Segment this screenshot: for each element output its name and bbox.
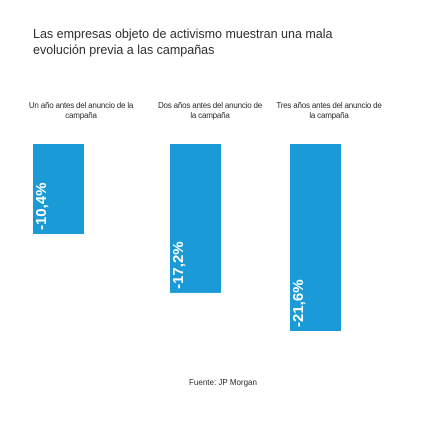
- bar-0: [33, 144, 84, 235]
- category-label-0: Un año antes del anuncio de la campaña: [28, 101, 134, 120]
- category-label-2: Tres años antes del anuncio de la campañ…: [276, 101, 382, 120]
- bar-value-label-0: -10,4%: [33, 183, 50, 231]
- source-note: Fuente: JP Morgan: [189, 378, 257, 387]
- bar-value-label-2: -21,6%: [290, 279, 307, 327]
- bar-value-label-1: -17,2%: [170, 241, 187, 289]
- bar-1: [170, 144, 221, 293]
- bar-2: [290, 144, 341, 331]
- chart-title: Las empresas objeto de activismo muestra…: [33, 27, 333, 57]
- category-label-1: Dos años antes del anuncio de la campaña: [157, 101, 263, 120]
